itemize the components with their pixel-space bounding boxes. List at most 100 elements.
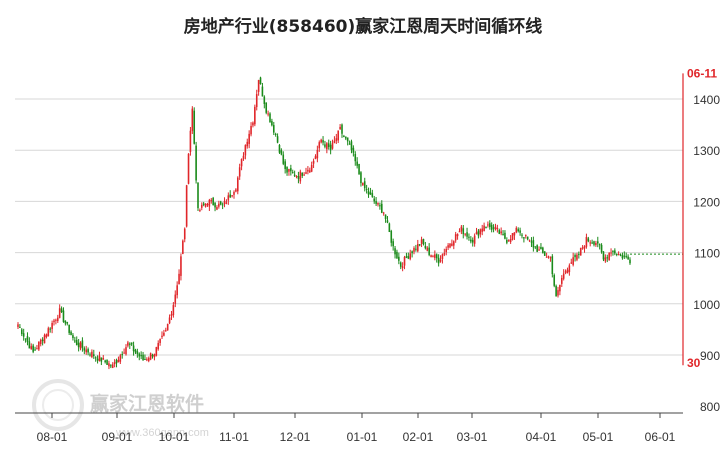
candle [34,346,36,351]
candle [257,79,260,96]
candle [288,168,290,176]
candle [38,341,40,352]
candle [299,169,302,184]
candles [17,76,631,370]
candle [424,241,427,250]
candle [451,239,453,247]
candle [515,226,518,234]
candle [24,338,27,343]
candle [362,182,364,186]
candle [278,144,281,154]
candle [229,190,232,199]
candle [111,362,114,369]
candle [197,182,199,211]
candle [75,336,78,346]
candle [415,244,417,252]
candle [564,269,567,275]
x-tick-label: 12-01 [280,430,311,444]
candle [409,249,412,261]
candle [72,333,74,341]
candle [379,202,381,210]
candle [346,137,349,146]
candle [560,275,563,287]
candle [136,348,139,358]
candle [161,331,163,339]
candle [176,281,178,299]
candle [119,353,122,365]
candle [405,252,408,259]
candle [581,245,584,250]
candle [498,228,501,235]
y-tick-label: 1200 [693,195,720,209]
candle [337,130,340,144]
candle [504,230,506,240]
candle [420,236,423,248]
candle [189,127,192,156]
candle [557,286,559,298]
candle [543,251,546,256]
x-tick-label: 11-01 [219,430,249,444]
candle [265,102,268,115]
candle [617,251,620,256]
candle [242,152,245,161]
x-tick-label: 05-01 [583,430,614,444]
candle [538,246,540,251]
candle [172,302,175,318]
candle [74,336,76,343]
candle [380,200,383,214]
candle [216,205,218,211]
cycle-date-label: 06-11 [687,66,717,80]
candle [348,140,351,145]
candle [32,343,34,354]
candle [140,351,142,360]
candle [250,122,252,137]
x-tick-label: 01-01 [347,430,378,444]
candle [488,220,491,230]
candle [610,248,612,257]
candle [356,157,358,169]
candle [352,145,355,157]
candle [244,144,247,160]
candle [350,139,353,154]
candle [604,254,607,263]
candle [282,151,285,166]
candle [403,255,406,270]
candle [549,256,552,262]
candle [568,263,571,276]
watermark: 赢家江恩软件 www.360gann.com [32,379,209,439]
candle [274,132,277,137]
candle [210,197,213,204]
candle [570,258,573,264]
candle [600,243,603,254]
candle [81,337,84,352]
candle [399,261,402,270]
candle [439,255,442,263]
candle [221,202,224,210]
candle [87,347,89,356]
candle [168,314,171,325]
candle [502,230,504,236]
candle [333,136,336,144]
candle [17,322,19,330]
candle [295,175,298,179]
candle [477,228,480,239]
candle [475,227,478,235]
candle [500,227,502,236]
candle [185,184,188,228]
candle [45,333,48,339]
candle [390,229,393,247]
candle [627,254,629,260]
candle [394,246,396,259]
candle [123,348,125,354]
watermark-logo-inner-icon [42,389,74,421]
candle [354,151,357,166]
candle [248,130,250,149]
candle [358,163,360,175]
cycle-count-label: 30 [687,356,701,370]
candle [187,153,190,185]
candle [553,273,556,288]
candle [481,224,484,236]
candle [593,240,595,247]
candle [91,349,93,359]
